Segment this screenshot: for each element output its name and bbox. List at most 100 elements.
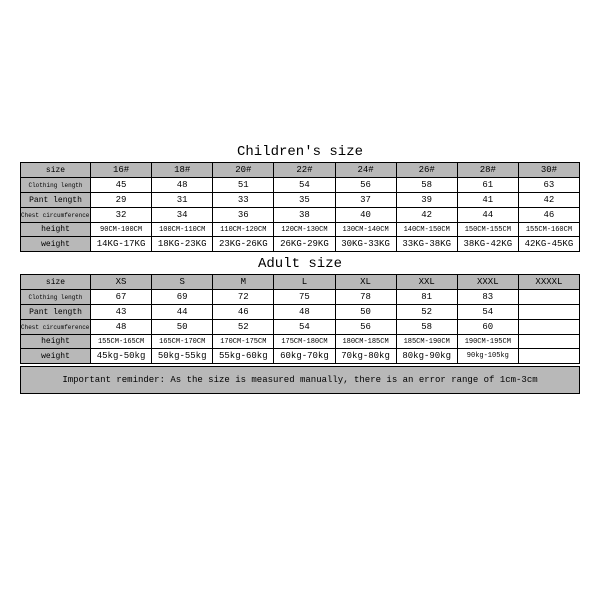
adult-cell <box>518 349 579 364</box>
adult-row-label: weight <box>21 349 91 364</box>
adult-row-label: Chest circumference 1/2 <box>21 320 91 335</box>
adult-cell: 46 <box>213 305 274 320</box>
adult-cell: 60kg-70kg <box>274 349 335 364</box>
adult-cell: M <box>213 275 274 290</box>
children-cell: 33KG-38KG <box>396 237 457 252</box>
adult-cell: 58 <box>396 320 457 335</box>
children-cell: 48 <box>152 178 213 193</box>
adult-row: height155CM-165CM165CM-170CM170CM-175CM1… <box>21 335 580 349</box>
adult-cell: L <box>274 275 335 290</box>
adult-cell: 180CM-185CM <box>335 335 396 349</box>
children-row: Clothing length4548515456586163 <box>21 178 580 193</box>
children-cell: 150CM-155CM <box>457 223 518 237</box>
adult-cell: 70kg-80kg <box>335 349 396 364</box>
adult-cell: 81 <box>396 290 457 305</box>
children-cell: 23KG-26KG <box>213 237 274 252</box>
adult-cell: 45kg-50kg <box>91 349 152 364</box>
children-cell: 33 <box>213 193 274 208</box>
children-cell: 58 <box>396 178 457 193</box>
adult-row-label: Pant length <box>21 305 91 320</box>
adult-cell: 48 <box>91 320 152 335</box>
adult-row: Pant length43444648505254 <box>21 305 580 320</box>
children-cell: 26KG-29KG <box>274 237 335 252</box>
adult-row: Clothing length67697275788183 <box>21 290 580 305</box>
children-cell: 28# <box>457 163 518 178</box>
adult-row-label: height <box>21 335 91 349</box>
adult-row-label: Clothing length <box>21 290 91 305</box>
children-cell: 38KG-42KG <box>457 237 518 252</box>
adult-cell: 56 <box>335 320 396 335</box>
children-row-label: size <box>21 163 91 178</box>
children-cell: 42 <box>518 193 579 208</box>
children-cell: 18# <box>152 163 213 178</box>
adult-title: Adult size <box>0 256 600 272</box>
adult-cell: 80kg-90kg <box>396 349 457 364</box>
adult-cell: XL <box>335 275 396 290</box>
adult-cell: XS <box>91 275 152 290</box>
adult-cell: 50kg-55kg <box>152 349 213 364</box>
children-cell: 34 <box>152 208 213 223</box>
children-cell: 63 <box>518 178 579 193</box>
children-cell: 140CM-150CM <box>396 223 457 237</box>
children-cell: 32 <box>91 208 152 223</box>
adult-cell: 54 <box>457 305 518 320</box>
adult-cell: 170CM-175CM <box>213 335 274 349</box>
adult-row: sizeXSSMLXLXXLXXXLXXXXL <box>21 275 580 290</box>
adult-cell: 43 <box>91 305 152 320</box>
children-row: height90CM-100CM100CM-110CM110CM-120CM12… <box>21 223 580 237</box>
children-cell: 14KG-17KG <box>91 237 152 252</box>
adult-table: sizeXSSMLXLXXLXXXLXXXXLClothing length67… <box>20 274 580 364</box>
adult-row-label: size <box>21 275 91 290</box>
adult-cell: 165CM-170CM <box>152 335 213 349</box>
children-cell: 16# <box>91 163 152 178</box>
children-table: size16#18#20#22#24#26#28#30#Clothing len… <box>20 162 580 252</box>
children-cell: 44 <box>457 208 518 223</box>
children-cell: 20# <box>213 163 274 178</box>
adult-cell: XXL <box>396 275 457 290</box>
reminder-text: Important reminder: As the size is measu… <box>20 366 580 394</box>
adult-cell <box>518 320 579 335</box>
adult-cell: 190CM-195CM <box>457 335 518 349</box>
adult-cell: XXXXL <box>518 275 579 290</box>
children-cell: 37 <box>335 193 396 208</box>
children-cell: 35 <box>274 193 335 208</box>
children-cell: 31 <box>152 193 213 208</box>
adult-row: weight45kg-50kg50kg-55kg55kg-60kg60kg-70… <box>21 349 580 364</box>
children-row-label: Chest circumference 1/2 <box>21 208 91 223</box>
adult-cell: 75 <box>274 290 335 305</box>
children-row-label: Clothing length <box>21 178 91 193</box>
children-cell: 30KG-33KG <box>335 237 396 252</box>
children-row-label: height <box>21 223 91 237</box>
adult-cell <box>518 335 579 349</box>
children-cell: 29 <box>91 193 152 208</box>
children-row-label: Pant length <box>21 193 91 208</box>
children-cell: 51 <box>213 178 274 193</box>
adult-cell: 185CM-190CM <box>396 335 457 349</box>
adult-row: Chest circumference 1/248505254565860 <box>21 320 580 335</box>
children-cell: 26# <box>396 163 457 178</box>
children-cell: 110CM-120CM <box>213 223 274 237</box>
adult-cell: 78 <box>335 290 396 305</box>
adult-cell: 67 <box>91 290 152 305</box>
children-cell: 22# <box>274 163 335 178</box>
adult-cell: 50 <box>152 320 213 335</box>
children-cell: 39 <box>396 193 457 208</box>
children-cell: 100CM-110CM <box>152 223 213 237</box>
children-cell: 90CM-100CM <box>91 223 152 237</box>
adult-cell: 52 <box>396 305 457 320</box>
adult-cell: 83 <box>457 290 518 305</box>
children-cell: 61 <box>457 178 518 193</box>
children-cell: 36 <box>213 208 274 223</box>
adult-cell: 69 <box>152 290 213 305</box>
adult-cell: 52 <box>213 320 274 335</box>
children-cell: 40 <box>335 208 396 223</box>
adult-cell <box>518 290 579 305</box>
children-cell: 30# <box>518 163 579 178</box>
adult-cell: 54 <box>274 320 335 335</box>
adult-cell: XXXL <box>457 275 518 290</box>
children-cell: 42KG-45KG <box>518 237 579 252</box>
children-row-label: weight <box>21 237 91 252</box>
adult-cell: 90kg-105kg <box>457 349 518 364</box>
adult-cell: 175CM-180CM <box>274 335 335 349</box>
adult-cell: 44 <box>152 305 213 320</box>
